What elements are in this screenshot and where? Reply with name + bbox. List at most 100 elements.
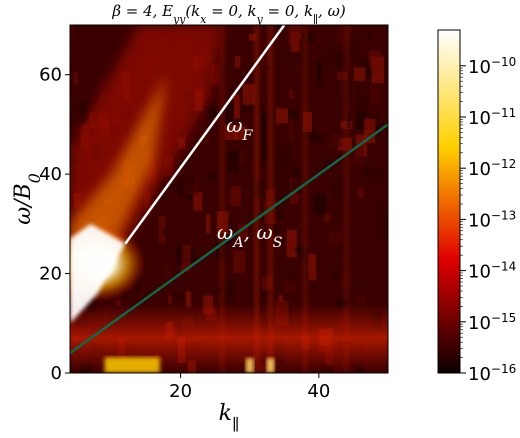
heatmap-cell xyxy=(349,36,359,61)
heatmap-cell xyxy=(276,174,289,201)
heatmap-cell xyxy=(275,206,285,220)
heatmap-cell xyxy=(283,265,295,279)
heatmap-cell xyxy=(222,279,234,303)
colorbar-ticks: 10−16 10−15 10−14 10−13 10−12 10−11 10−10 xyxy=(460,55,516,385)
heatmap-cell xyxy=(286,229,297,258)
heatmap-cell xyxy=(353,279,364,287)
heatmap-cell xyxy=(290,167,302,194)
heatmap-cell xyxy=(193,192,203,211)
colorbar-tick-label: 10−12 xyxy=(468,157,516,180)
heatmap-cell xyxy=(370,86,381,105)
plot-frame xyxy=(69,24,389,374)
heatmap-cell xyxy=(357,84,363,102)
heatmap-cell xyxy=(282,140,293,168)
heatmap-cell xyxy=(176,245,183,266)
heatmap-cell xyxy=(357,94,370,111)
dispersion-lines xyxy=(70,25,388,355)
heatmap-cell xyxy=(308,254,317,281)
colorbar-tick-label: 10−10 xyxy=(468,55,516,78)
heatmap-cell xyxy=(183,173,196,191)
heatmap-cell xyxy=(284,52,291,64)
heatmap-cell xyxy=(336,52,348,71)
heatmap-streak xyxy=(267,25,274,373)
heatmap-cell xyxy=(317,76,322,88)
heatmap-cell xyxy=(248,34,257,41)
heatmap-cell xyxy=(209,64,220,85)
heatmap-cell xyxy=(262,276,273,290)
heatmap-cell xyxy=(233,250,245,274)
heatmap-cell xyxy=(178,178,183,197)
heatmap-cell xyxy=(339,81,346,101)
heatmap-cell xyxy=(162,229,169,236)
heatmap-cell xyxy=(365,32,371,41)
heatmap-cell xyxy=(167,294,173,305)
heatmap-cell xyxy=(180,245,191,272)
heatmap-cell xyxy=(275,108,289,124)
heatmap-cell xyxy=(261,145,274,158)
heatmap-features xyxy=(70,25,388,373)
heatmap-cell xyxy=(98,79,105,106)
heatmap-cell xyxy=(358,187,364,199)
heatmap-bright-spot xyxy=(266,358,275,373)
x-tick-label: 20 xyxy=(169,381,192,402)
heatmap-cell xyxy=(231,186,242,207)
annotation-0: ωF xyxy=(226,113,253,144)
heatmap-cell xyxy=(278,145,285,172)
heatmap-cell xyxy=(324,213,331,222)
line-s xyxy=(70,123,388,354)
line-annotations: ωF ωA, ωS xyxy=(217,113,283,251)
heatmap-cell xyxy=(185,291,191,307)
heatmap-cell xyxy=(225,218,232,245)
heatmap-streak xyxy=(343,25,350,373)
heatmap-cell xyxy=(289,122,294,144)
heatmap-plot-area: ωF ωA, ωS xyxy=(70,25,388,373)
heatmap-cell xyxy=(70,25,74,40)
heatmap-cell xyxy=(235,56,241,68)
heatmap-cell xyxy=(262,136,267,164)
heatmap-cell xyxy=(270,224,281,232)
heatmap-cell xyxy=(206,214,211,233)
y-axis-ticks: 0 20 40 60 xyxy=(39,65,70,384)
heatmap-cell xyxy=(282,282,296,294)
colorbar-tick-label: 10−16 xyxy=(468,362,516,385)
heatmap-cell xyxy=(73,72,79,84)
heatmap-cell xyxy=(354,67,366,81)
heatmap-cell xyxy=(322,159,334,168)
x-tick-label: 40 xyxy=(307,381,330,402)
heatmap-cell xyxy=(331,269,339,279)
heatmap-cell xyxy=(363,118,376,143)
heatmap-cell xyxy=(372,168,383,181)
heatmap-cell xyxy=(287,109,298,118)
heatmap-cell xyxy=(206,173,218,182)
x-axis-label: k∥ xyxy=(219,401,240,434)
line-f xyxy=(124,25,286,245)
heatmap-cell xyxy=(331,175,345,204)
heatmap-cell xyxy=(331,133,342,147)
heatmap-cell xyxy=(164,264,170,279)
heatmap-cell xyxy=(337,71,348,81)
heatmap-cell xyxy=(378,212,388,240)
heatmap-cell xyxy=(316,59,322,84)
heatmap-cell xyxy=(234,126,247,140)
heatmap-cell xyxy=(376,199,384,217)
heatmap-streak xyxy=(253,25,260,373)
heatmap-cell xyxy=(240,149,245,164)
y-tick-label: 0 xyxy=(51,363,62,384)
heatmap-cell xyxy=(206,106,217,118)
colorbar-tick-label: 10−14 xyxy=(468,260,516,283)
heatmap-cell xyxy=(369,50,381,68)
heatmap-cell xyxy=(308,33,314,44)
heatmap-cell xyxy=(306,269,311,281)
heatmap-cell xyxy=(276,25,283,30)
colorbar-tick-label: 10−13 xyxy=(468,208,516,231)
heatmap-cell xyxy=(225,101,233,125)
y-tick-label: 40 xyxy=(39,164,62,185)
y-axis-label: ω/B0 xyxy=(11,173,44,225)
heatmap-cell xyxy=(352,145,364,167)
y-tick-label: 20 xyxy=(39,264,62,285)
heatmap-cell xyxy=(259,286,269,299)
chart-title: β = 4, Eyy(kx = 0, ky = 0, k∥, ω) xyxy=(111,2,346,26)
heatmap-cell xyxy=(292,55,304,77)
heatmap-cell xyxy=(169,179,180,192)
